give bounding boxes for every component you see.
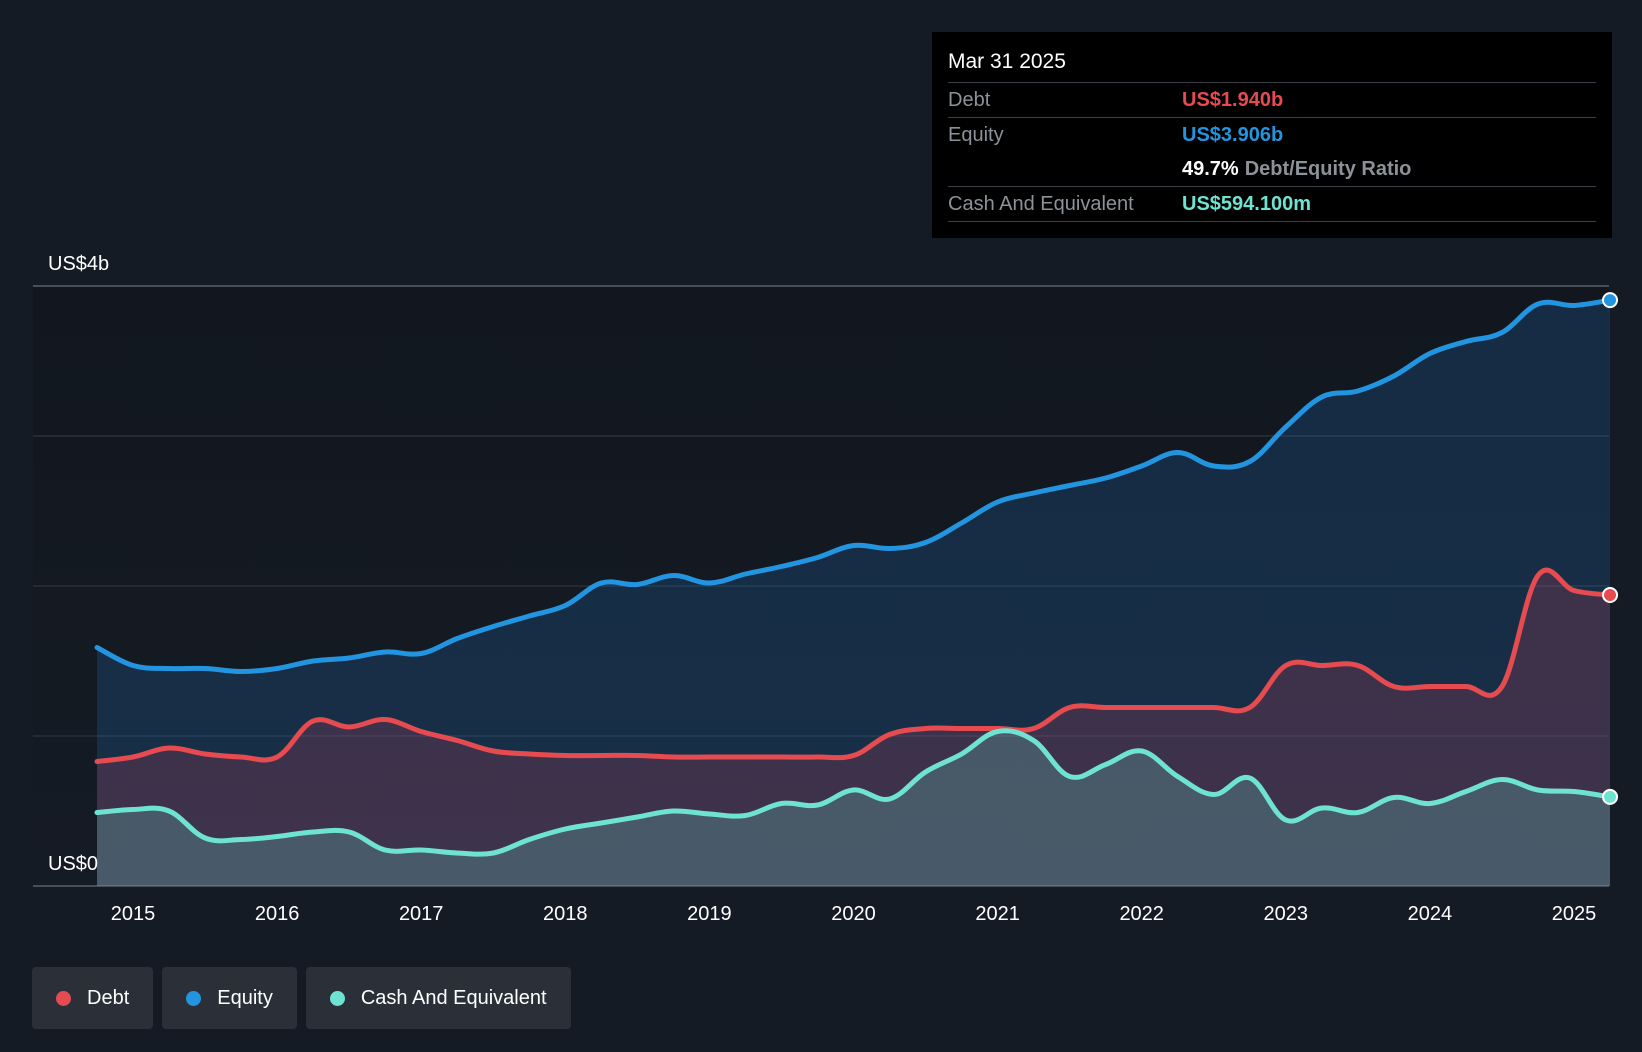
cash-and-equivalent-endpoint[interactable] — [1602, 788, 1619, 805]
tooltip-equity-value: US$3.906b — [1182, 123, 1284, 146]
x-tick-2025: 2025 — [1552, 903, 1597, 925]
tooltip-ratio-value: 49.7% — [1182, 157, 1239, 180]
x-tick-2017: 2017 — [399, 903, 444, 925]
tooltip-date: Mar 31 2025 — [948, 50, 1066, 73]
equity-dot-icon — [186, 990, 202, 1006]
legend: Debt Equity Cash And Equivalent — [32, 967, 571, 1029]
cash-dot-icon — [329, 990, 345, 1006]
x-tick-2024: 2024 — [1408, 903, 1453, 925]
equity-line — [94, 297, 1613, 674]
debt-endpoint[interactable] — [1602, 587, 1619, 603]
debt-dot-icon — [56, 990, 71, 1006]
tooltip-cash-row: Cash And Equivalent US$594.100m — [948, 186, 1596, 222]
x-tick-2018: 2018 — [543, 903, 588, 925]
series-lines — [94, 297, 1613, 857]
tooltip-cash-label: Cash And Equivalent — [948, 192, 1134, 215]
tooltip-ratio-label: Debt/Equity Ratio — [1244, 157, 1412, 180]
y-label-top: US$4b — [48, 253, 109, 275]
debt-line — [94, 567, 1613, 764]
equity-endpoint[interactable] — [1602, 292, 1619, 309]
cash-and-equivalent-area — [97, 730, 1610, 886]
legend-item-cash[interactable]: Cash And Equivalent — [305, 967, 571, 1029]
tooltip-equity-label: Equity — [948, 123, 1004, 146]
series-endpoints — [1602, 292, 1619, 805]
legend-item-debt[interactable]: Debt — [32, 967, 154, 1029]
x-tick-2020: 2020 — [831, 903, 876, 925]
tooltip-panel: Mar 31 2025 Debt US$1.940b Equity US$3.9… — [932, 32, 1612, 238]
legend-label-debt: Debt — [87, 986, 130, 1009]
legend-label-cash: Cash And Equivalent — [360, 986, 547, 1009]
tooltip-debt-label: Debt — [948, 88, 991, 111]
x-tick-2021: 2021 — [975, 903, 1020, 925]
x-tick-2016: 2016 — [255, 903, 300, 925]
debt-area — [97, 570, 1610, 886]
x-tick-2022: 2022 — [1119, 903, 1164, 925]
tooltip-ratio-row: 49.7% Debt/Equity Ratio — [948, 152, 1596, 186]
x-tick-2023: 2023 — [1264, 903, 1309, 925]
legend-item-equity[interactable]: Equity — [162, 967, 297, 1029]
x-tick-2019: 2019 — [687, 903, 732, 925]
x-tick-2015: 2015 — [111, 903, 156, 925]
equity-area — [97, 300, 1610, 887]
y-label-bottom: US$0 — [48, 853, 98, 875]
legend-label-equity: Equity — [217, 986, 273, 1009]
cash-and-equivalent-line — [94, 728, 1613, 857]
series-areas — [97, 300, 1610, 887]
tooltip-debt-value: US$1.940b — [1182, 88, 1284, 111]
x-axis-ticks: 2015 2016 2017 2018 2019 2020 2021 2022 2023 2024… — [111, 903, 1597, 925]
tooltip-cash-value: US$594.100m — [1182, 192, 1311, 215]
tooltip-debt-row: Debt US$1.940b — [948, 82, 1596, 117]
tooltip-equity-row: Equity US$3.906b — [948, 117, 1596, 152]
